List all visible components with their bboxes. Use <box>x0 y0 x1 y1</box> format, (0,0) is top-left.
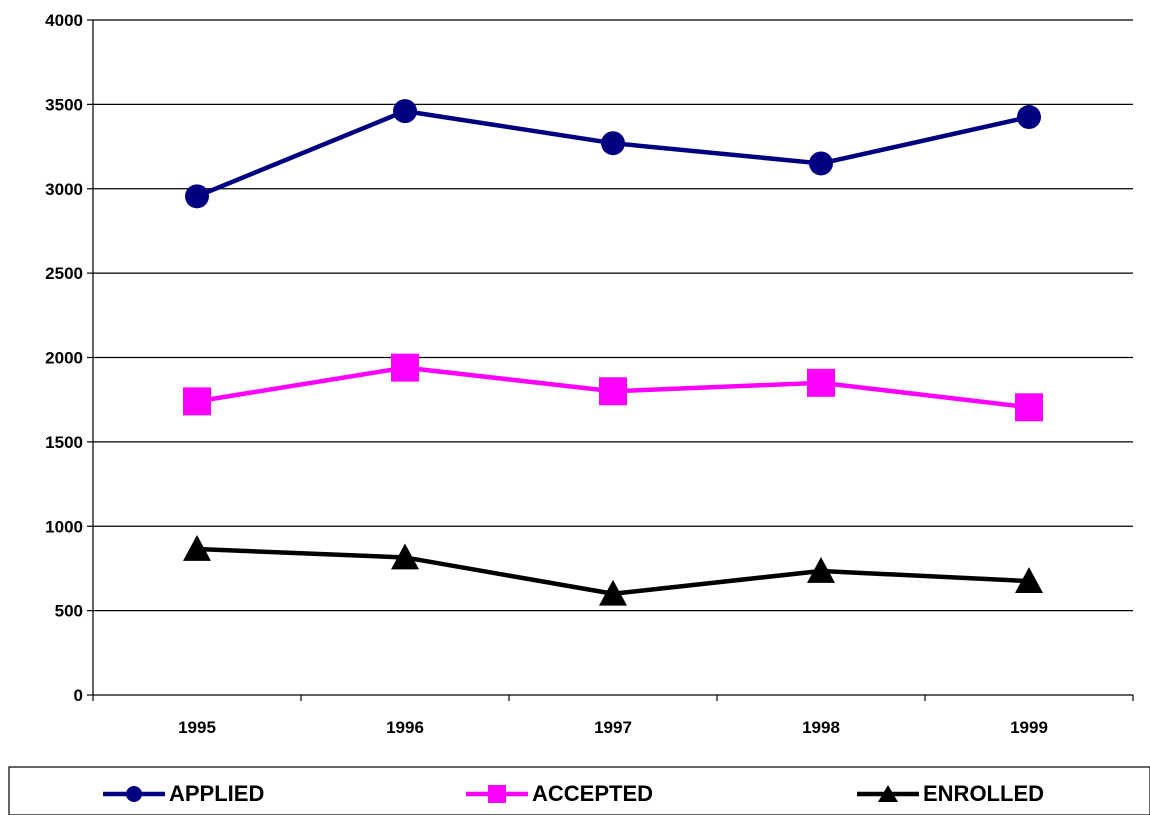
y-tick-label: 2500 <box>45 264 83 283</box>
x-tick-label: 1995 <box>178 718 216 737</box>
data-point-accepted-1997 <box>599 377 627 406</box>
x-tick-label: 1996 <box>386 718 424 737</box>
data-point-enrolled-1997 <box>599 579 627 606</box>
data-point-accepted-1995 <box>183 387 211 416</box>
triangle-marker-icon <box>878 785 898 802</box>
legend-item-enrolled: ENROLLED <box>857 781 1044 806</box>
axes <box>87 19 1134 701</box>
legend-label: APPLIED <box>169 781 264 806</box>
y-axis-tick-labels: 0 500 1000 1500 2000 2500 3000 3500 4000 <box>45 11 83 705</box>
series-group <box>183 99 1043 606</box>
y-tick-label: 1000 <box>45 517 83 536</box>
data-point-applied-1995 <box>185 184 209 209</box>
data-point-applied-1997 <box>601 131 625 156</box>
data-point-enrolled-1996 <box>391 543 419 570</box>
circle-marker-icon <box>126 786 142 802</box>
x-axis-tick-labels: 1995 1996 1997 1998 1999 <box>178 718 1048 737</box>
legend-label: ENROLLED <box>923 781 1044 806</box>
x-tick-label: 1997 <box>594 718 632 737</box>
x-tick-label: 1998 <box>802 718 840 737</box>
legend-item-applied: APPLIED <box>103 781 264 806</box>
y-tick-label: 0 <box>74 686 83 705</box>
y-tick-label: 3500 <box>45 95 83 114</box>
data-point-enrolled-1995 <box>183 535 211 561</box>
gridlines <box>93 19 1133 612</box>
series-enrolled <box>183 535 1043 606</box>
series-applied <box>185 99 1041 209</box>
legend-label: ACCEPTED <box>532 781 653 806</box>
legend-item-accepted: ACCEPTED <box>466 781 653 806</box>
data-point-applied-1998 <box>809 151 833 176</box>
data-point-accepted-1998 <box>807 368 835 397</box>
data-point-enrolled-1999 <box>1015 567 1043 593</box>
y-tick-label: 3000 <box>45 180 83 199</box>
data-point-accepted-1999 <box>1015 393 1043 422</box>
data-point-applied-1999 <box>1017 105 1041 130</box>
data-point-accepted-1996 <box>391 353 419 382</box>
data-point-applied-1996 <box>393 99 417 124</box>
y-tick-label: 1500 <box>45 433 83 452</box>
data-point-enrolled-1998 <box>807 556 835 583</box>
y-tick-label: 500 <box>55 602 83 621</box>
y-tick-label: 2000 <box>45 349 83 368</box>
legend: APPLIED ACCEPTED ENROLLED <box>8 766 1150 815</box>
y-tick-label: 4000 <box>45 11 83 30</box>
x-tick-label: 1999 <box>1010 718 1048 737</box>
square-marker-icon <box>488 785 506 803</box>
legend-box <box>8 766 1150 815</box>
series-accepted <box>183 353 1043 422</box>
